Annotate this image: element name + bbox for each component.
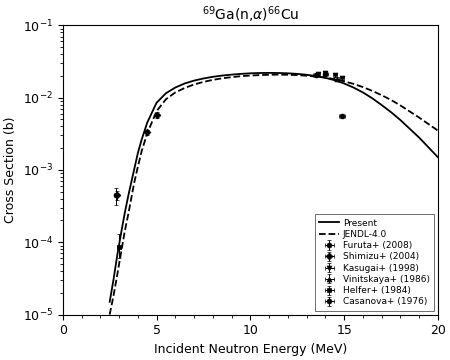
JENDL-4.0 [111,294,116,298]
Present [248,71,253,76]
JENDL-4.0 [229,75,234,79]
Line: JENDL-4.0: JENDL-4.0 [110,75,438,315]
Present [182,81,187,86]
JENDL-4.0 [131,181,137,186]
Present [266,71,272,75]
Present [163,91,169,95]
JENDL-4.0 [398,103,403,108]
JENDL-4.0 [144,131,150,136]
JENDL-4.0 [126,211,131,216]
JENDL-4.0 [173,90,178,95]
Present [229,72,234,77]
Present [191,78,197,83]
JENDL-4.0 [114,273,120,277]
Present [139,138,144,142]
JENDL-4.0 [163,97,169,102]
JENDL-4.0 [285,73,291,77]
JENDL-4.0 [295,73,300,77]
Present [360,90,365,95]
Present [398,118,403,122]
Present [154,100,159,105]
JENDL-4.0 [248,73,253,78]
JENDL-4.0 [416,116,422,120]
JENDL-4.0 [304,73,309,78]
JENDL-4.0 [191,82,197,87]
Present [323,76,328,80]
JENDL-4.0 [118,251,124,256]
JENDL-4.0 [379,93,384,97]
Present [220,73,225,78]
JENDL-4.0 [360,85,365,89]
Present [313,74,319,78]
Present [107,300,112,304]
Present [173,85,178,90]
Line: Present: Present [110,73,438,302]
Present [135,151,140,156]
Present [201,76,206,81]
JENDL-4.0 [135,165,140,169]
JENDL-4.0 [257,73,262,77]
JENDL-4.0 [154,109,159,113]
Present [238,72,243,76]
Present [416,135,422,140]
JENDL-4.0 [210,78,216,82]
JENDL-4.0 [276,72,281,77]
JENDL-4.0 [182,86,187,90]
JENDL-4.0 [351,82,356,86]
JENDL-4.0 [435,129,441,133]
JENDL-4.0 [238,74,243,78]
Present [379,103,384,107]
Present [126,193,131,197]
JENDL-4.0 [388,98,394,102]
JENDL-4.0 [201,80,206,84]
Present [276,71,281,75]
JENDL-4.0 [220,76,225,81]
Present [144,121,150,125]
Present [342,81,347,86]
Legend: Present, JENDL-4.0, Furuta+ (2008), Shimizu+ (2004), Kasugai+ (1998), Vinitskaya: Present, JENDL-4.0, Furuta+ (2008), Shim… [315,214,434,311]
Present [285,71,291,76]
Present [332,78,338,82]
Present [351,85,356,90]
Present [131,168,137,172]
Present [369,96,375,100]
Present [257,71,262,75]
JENDL-4.0 [323,76,328,80]
Present [435,155,441,159]
Present [111,278,116,282]
JENDL-4.0 [369,89,375,93]
Present [122,211,127,216]
JENDL-4.0 [266,73,272,77]
Present [210,75,216,79]
Present [295,72,300,76]
JENDL-4.0 [342,79,347,84]
JENDL-4.0 [107,312,112,317]
JENDL-4.0 [122,230,127,234]
JENDL-4.0 [139,149,144,154]
Present [304,73,309,77]
Present [114,253,120,258]
JENDL-4.0 [313,74,319,78]
Y-axis label: Cross Section (b): Cross Section (b) [4,117,17,223]
Present [388,110,394,114]
Title: $^{69}$Ga(n,$\alpha$)$^{66}$Cu: $^{69}$Ga(n,$\alpha$)$^{66}$Cu [202,4,299,25]
X-axis label: Incident Neutron Energy (MeV): Incident Neutron Energy (MeV) [154,343,347,356]
JENDL-4.0 [332,77,338,81]
Present [118,232,124,236]
